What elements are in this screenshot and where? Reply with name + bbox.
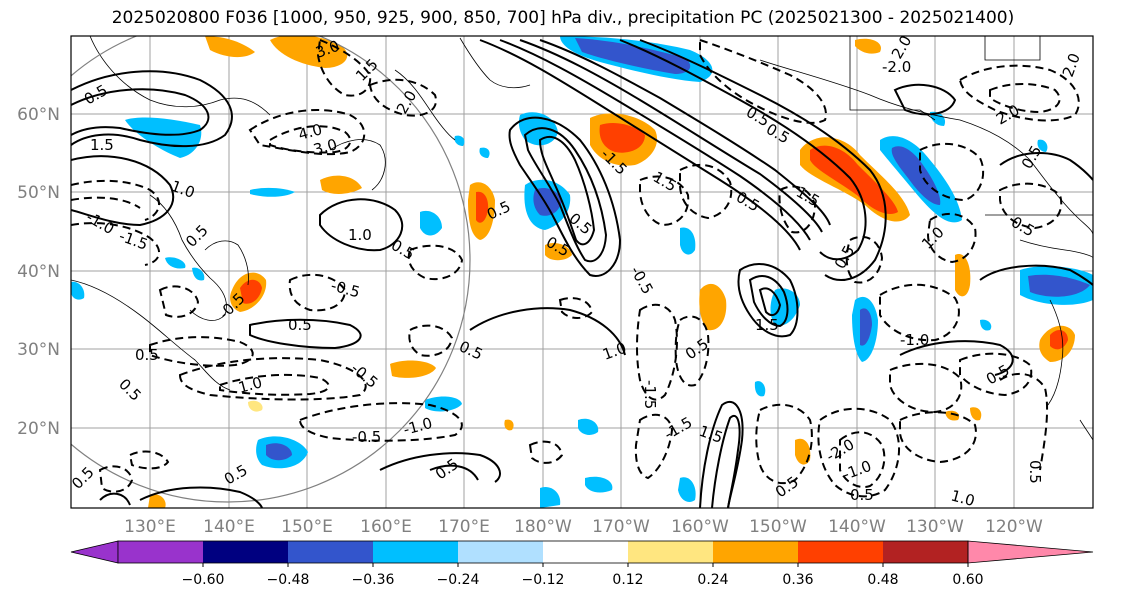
contour-label: -1.5 (641, 380, 659, 409)
colorbar-segment (203, 541, 288, 563)
positive-precip-anomalies (148, 36, 1075, 508)
map-background (71, 36, 1093, 508)
contour-label: 1.0 (236, 373, 264, 397)
lat-label-20n: 20°N (17, 419, 60, 439)
contour-label: 0.5 (288, 316, 312, 334)
longitude-labels: 130°E 140°E 150°E 160°E 170°E 180°W 170°… (124, 517, 1043, 537)
colorbar-tick-label: −0.60 (182, 572, 225, 588)
lon-label: 120°W (985, 517, 1043, 537)
colorbar-segment (373, 541, 458, 563)
colorbar-tick-label: 0.12 (612, 572, 643, 588)
colorbar-segment (543, 541, 628, 563)
colorbar-segment (118, 541, 203, 563)
contour-label: 1.5 (90, 136, 114, 154)
contour-label: 3.0 (311, 135, 339, 159)
contour-label: 1.0 (949, 486, 977, 510)
lat-label-50n: 50°N (17, 183, 60, 203)
contour-label: 4.0 (296, 120, 324, 144)
coastlines (71, 36, 1093, 441)
lon-label: 160°W (671, 517, 729, 537)
lon-label: 170°E (438, 517, 490, 537)
contour-label: 1.5 (755, 316, 779, 334)
colorbar-tick-label: 0.60 (952, 572, 983, 588)
lat-label-40n: 40°N (17, 262, 60, 282)
colorbar-tick-label: 0.36 (782, 572, 813, 588)
contour-label: 0.5 (1026, 460, 1044, 484)
colorbar-under-triangle (70, 540, 119, 564)
colorbar-over-triangle (967, 540, 1094, 564)
colorbar-tick-label: 0.24 (697, 572, 728, 588)
lon-label: 140°E (203, 517, 255, 537)
positive-divergence-contours (71, 39, 1093, 508)
lon-label: 180°W (514, 517, 572, 537)
colorbar-tick-label: −0.36 (352, 572, 395, 588)
lat-label-60n: 60°N (17, 105, 60, 125)
lon-label: 150°W (749, 517, 807, 537)
lon-label: 130°W (906, 517, 964, 537)
contour-label: -2.0 (882, 58, 911, 76)
colorbar-tick-label: 0.48 (867, 572, 898, 588)
colorbar-tick-label: −0.12 (522, 572, 565, 588)
lon-label: 140°W (828, 517, 886, 537)
reference-circle (71, 36, 471, 503)
map-frame (70, 35, 1094, 509)
negative-precip-anomalies (71, 36, 1093, 508)
colorbar-segment (883, 541, 968, 563)
colorbar-segment (798, 541, 883, 563)
contour-label: -0.5 (352, 428, 381, 446)
colorbar-segment (458, 541, 543, 563)
latitude-labels: 60°N 50°N 40°N 30°N 20°N (17, 105, 60, 439)
contour-label: 0.5 (135, 346, 159, 364)
contour-label: 0.5 (850, 486, 874, 504)
colorbar: −0.60 −0.48 −0.36 −0.24 −0.12 0.12 0.24 … (70, 540, 1094, 588)
lat-label-30n: 30°N (17, 340, 60, 360)
lon-label: 160°E (360, 517, 412, 537)
contour-label: 1.0 (348, 226, 372, 244)
colorbar-tick-label: −0.24 (437, 572, 480, 588)
colorbar-segment (628, 541, 713, 563)
lon-label: 150°E (281, 517, 333, 537)
colorbar-tick-label: −0.48 (267, 572, 310, 588)
chart-title: 2025020800 F036 [1000, 950, 925, 900, 85… (111, 8, 1015, 28)
lon-label: 130°E (124, 517, 176, 537)
colorbar-segment (713, 541, 798, 563)
lon-label: 170°W (592, 517, 650, 537)
colorbar-segment (288, 541, 373, 563)
negative-divergence-contours (71, 38, 1080, 498)
contour-label: -1.0 (900, 331, 929, 349)
